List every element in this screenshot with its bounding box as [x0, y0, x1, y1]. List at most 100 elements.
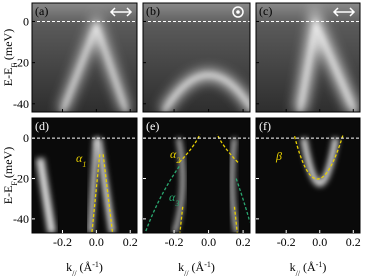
y-axis-label-unit: (meV)	[1, 147, 15, 181]
spectrum-image	[143, 3, 250, 112]
x-tick-label: 0.0	[89, 235, 104, 249]
spectrum-image	[32, 118, 137, 233]
x-axis-label-close: )	[211, 260, 215, 274]
y-tick-label: -20	[13, 172, 29, 186]
x-axis-label-unit: (Å	[300, 260, 316, 274]
guide-curve	[102, 154, 114, 233]
guide-curve	[233, 206, 238, 233]
curve-label: α3	[169, 190, 179, 208]
y-tick-label: 0	[23, 15, 29, 29]
band	[87, 138, 99, 233]
band-core	[298, 18, 357, 112]
band-core	[162, 73, 250, 112]
x-axis-label-sup: -1	[204, 260, 211, 269]
x-tick-label: 0.2	[346, 235, 361, 249]
y-axis-label-main: E-E	[1, 186, 15, 205]
y-axis-label-sub: F	[10, 63, 19, 68]
panel-frame	[255, 2, 361, 113]
panel: 0 -20 -40 -0.2 0.0 0.2 k// (Å-1) (d) α1	[13, 117, 138, 277]
curve-label-main: α	[76, 151, 83, 165]
curve-label-sub: 3	[174, 199, 179, 208]
spectrum-image	[256, 3, 360, 112]
x-axis-label: k// (Å-1)	[290, 260, 327, 277]
panel: (b)	[142, 2, 251, 113]
y-tick-label: -20	[13, 56, 29, 70]
x-axis-label-main: k	[178, 260, 184, 274]
polarization-symbol	[232, 6, 244, 18]
spectrum-image	[256, 118, 360, 233]
panel-frame	[31, 117, 138, 234]
panel-frame	[142, 117, 251, 234]
x-tick-label: 0.2	[123, 235, 138, 249]
y-axis-label-unit: (meV)	[1, 29, 15, 63]
background	[256, 118, 360, 233]
panel-frame	[31, 2, 138, 113]
x-axis-label-close: )	[99, 260, 103, 274]
y-axis-label: E-EF (meV)	[1, 29, 19, 86]
curve-label-sub: 2	[176, 156, 180, 165]
polarization-symbol	[332, 7, 356, 17]
y-axis-label-main: E-E	[1, 68, 15, 87]
x-axis-label: k// (Å-1)	[66, 260, 103, 277]
x-axis-label-main: k	[66, 260, 72, 274]
panel-label: (f)	[259, 119, 271, 133]
panel: (c)	[255, 2, 361, 113]
x-tick-label: -0.2	[165, 235, 184, 249]
x-tick-label: 0.0	[312, 235, 327, 249]
band	[172, 137, 185, 233]
panel: -0.2 0.0 0.2 k// (Å-1) (f) β	[255, 117, 361, 277]
band	[300, 137, 339, 187]
band	[36, 157, 56, 233]
x-axis-label: k// (Å-1)	[178, 260, 215, 277]
polarization-symbol	[109, 7, 133, 17]
y-tick-label: 0	[23, 131, 29, 145]
y-tick-label: -40	[13, 212, 29, 226]
spectrum-image	[143, 118, 250, 233]
panel-label: (b)	[146, 4, 160, 18]
x-axis-label-sup: -1	[92, 260, 99, 269]
x-axis-label-unit: (Å	[189, 260, 205, 274]
x-axis-label-sub: //	[184, 269, 189, 277]
x-tick-label: -0.2	[277, 235, 296, 249]
guide-curve	[216, 133, 239, 163]
panel: 0 -20 -40 (a)	[13, 2, 138, 113]
panel-label: (e)	[146, 119, 159, 133]
x-axis-label-unit: (Å	[77, 260, 93, 274]
x-tick-label: 0.2	[236, 235, 251, 249]
guide-curve-green	[144, 166, 180, 233]
x-tick-label: 0.0	[201, 235, 216, 249]
guide-curve	[293, 133, 344, 180]
guide-curve	[179, 206, 184, 233]
y-axis-label-sub: F	[10, 181, 19, 186]
panel-frame	[142, 2, 251, 113]
panel-label: (d)	[35, 119, 49, 133]
x-axis-label-sup: -1	[316, 260, 323, 269]
panel-label: (c)	[259, 4, 272, 18]
curve-label-sub: 1	[82, 160, 86, 169]
band	[230, 137, 239, 233]
band	[95, 137, 116, 233]
curve-label-main: β	[275, 149, 282, 163]
x-axis-label-main: k	[290, 260, 296, 274]
panel-label: (a)	[35, 4, 48, 18]
x-tick-label: -0.2	[53, 235, 72, 249]
panel-frame	[255, 117, 361, 234]
curve-label: β	[275, 149, 282, 163]
x-axis-label-sub: //	[72, 269, 77, 277]
background	[143, 3, 250, 112]
guide-curve	[91, 154, 101, 233]
polarization-symbol	[236, 10, 240, 14]
y-axis-label: E-EF (meV)	[1, 147, 19, 204]
band-core	[60, 21, 128, 112]
curve-label-main: α	[169, 190, 176, 204]
curve-label: α2	[170, 147, 180, 165]
x-axis-label-sub: //	[296, 269, 301, 277]
guide-curve-green	[235, 178, 250, 225]
x-axis-label-close: )	[322, 260, 326, 274]
curve-label-main: α	[170, 147, 177, 161]
guide-curve	[178, 133, 201, 163]
curve-label: α1	[76, 151, 86, 169]
spectrum-image	[32, 3, 137, 112]
